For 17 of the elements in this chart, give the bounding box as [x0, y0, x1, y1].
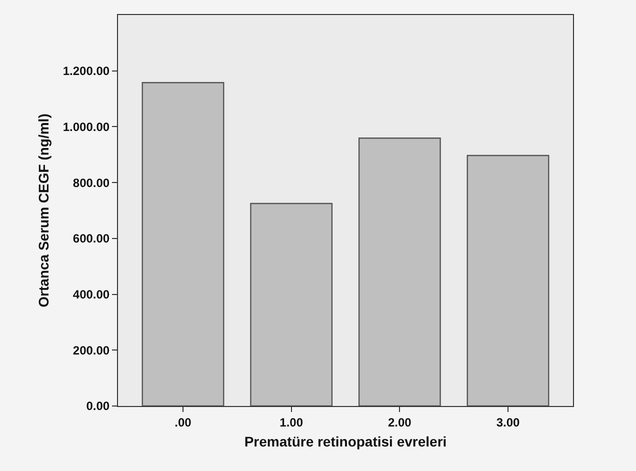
bar	[466, 154, 550, 406]
y-tick-label: 1.200.00	[62, 64, 110, 78]
bar	[250, 202, 333, 406]
x-tick-label: 3.00	[496, 415, 520, 430]
x-tick-label: .00	[174, 415, 192, 430]
y-axis-title: Ortanca Serum CEGF (ng/ml)	[35, 114, 52, 308]
x-axis-title: Prematüre retinopatisi evreleri	[244, 434, 447, 450]
y-tick-label: 600.00	[72, 232, 110, 246]
x-tick-label: 1.00	[280, 415, 304, 430]
y-tick-label: 1.000.00	[62, 120, 110, 134]
y-tick-label: 200.00	[72, 343, 110, 358]
y-tick-label: 800.00	[72, 176, 110, 190]
y-tick-label: 0.00	[86, 399, 110, 414]
x-tick-label: 2.00	[388, 415, 412, 430]
bar	[142, 82, 224, 406]
y-tick-label: 400.00	[72, 287, 110, 302]
bar	[358, 138, 441, 406]
